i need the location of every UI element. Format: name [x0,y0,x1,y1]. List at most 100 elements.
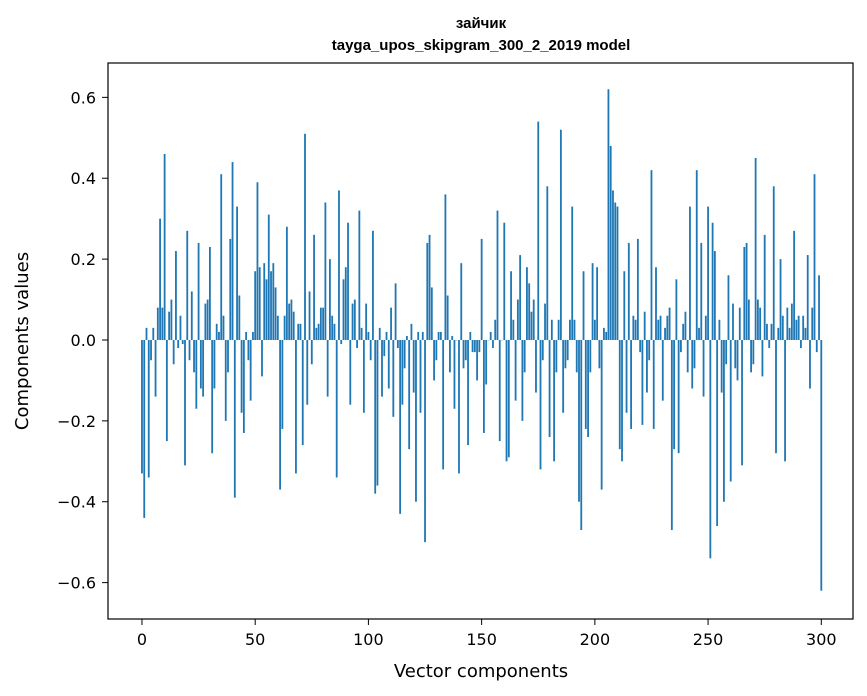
bar [738,307,741,340]
bar [444,194,447,340]
bar [727,275,730,340]
bar [698,327,700,340]
bar [729,339,732,482]
y-tick-label: −0.4 [57,493,96,512]
bar [306,339,309,405]
bar [347,222,349,340]
bar [725,339,728,365]
bar [150,339,152,361]
bar [177,339,180,349]
bar [723,339,725,502]
bar [670,339,673,531]
x-tick-label: 0 [137,630,147,649]
bar [677,339,680,454]
bar [340,339,343,345]
bar [503,222,506,340]
bar [387,339,390,389]
bar [655,267,657,340]
bar [313,234,315,340]
bar [437,331,440,340]
y-axis-ticks: −0.6 −0.4 −0.2 0.0 0.2 0.4 0.6 [57,88,108,593]
bar [523,339,526,373]
bar [279,339,281,490]
bar [621,339,623,462]
bar [220,174,223,340]
bar [521,339,524,421]
bar [421,331,424,340]
bar [270,271,272,340]
bar [569,319,571,340]
bar [519,255,522,340]
bar [815,339,818,353]
bar [648,339,651,361]
bar [763,234,766,340]
bar [616,206,619,340]
bar [186,230,189,340]
bar [263,263,266,340]
bar [308,291,311,340]
bar [691,339,694,389]
bar [315,327,318,340]
bar [188,339,191,361]
bar [172,339,175,365]
bar [331,315,334,340]
bar [292,311,295,340]
bar [587,339,589,438]
bar [265,279,268,340]
bar [707,206,709,340]
bar [775,339,777,454]
bar [460,263,463,340]
bar [451,335,454,340]
bar [299,323,302,340]
bar [224,339,227,421]
bar [779,259,782,340]
bar [514,339,517,401]
bar [252,331,254,340]
bar [598,339,601,369]
bar [403,339,406,369]
bar [820,339,823,591]
bar [360,327,363,340]
bar [494,319,497,340]
bar [607,89,610,340]
x-tick-label: 250 [693,630,724,649]
bar [605,331,608,340]
bar [548,339,551,438]
bar [702,339,705,397]
bar [442,339,445,470]
y-tick-label: 0.4 [71,169,96,188]
bar [584,339,587,429]
bar [596,267,599,340]
bar [492,339,494,349]
bar [392,339,395,417]
bar [159,218,161,340]
bar [390,307,392,340]
bar [689,206,691,340]
y-tick-label: −0.2 [57,412,96,431]
bar [562,339,565,413]
bar [193,339,195,373]
bar [526,267,528,340]
bar [476,339,479,381]
bar [147,339,150,478]
bar [634,319,637,340]
bar [641,339,644,425]
bar [385,331,388,340]
bar [589,339,592,373]
x-tick-label: 150 [466,630,497,649]
bar [788,327,791,340]
bar [304,133,306,340]
bar [557,319,560,340]
bar [353,299,356,340]
bar [152,327,155,340]
bar [539,339,542,470]
bar [555,339,558,373]
bar [283,315,286,340]
bar [750,339,752,373]
x-tick-label: 300 [806,630,837,649]
bar [383,339,386,357]
bar [258,267,261,340]
bar [344,267,347,340]
bar [335,339,338,478]
bar [197,242,200,340]
